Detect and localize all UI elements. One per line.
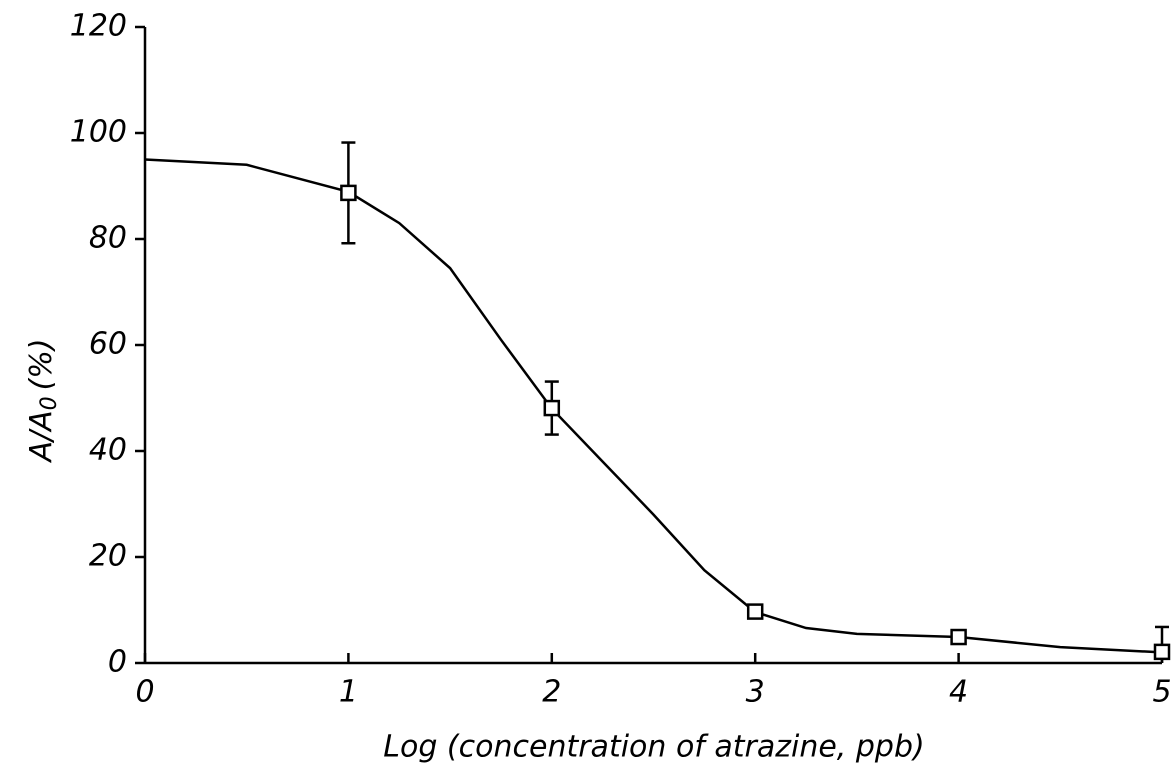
y-tick-label: 60	[89, 327, 127, 362]
x-tick-label: 0	[135, 675, 154, 710]
fit-curve	[144, 158, 1163, 654]
plot-area	[144, 141, 1171, 663]
x-tick-label: 4	[949, 675, 968, 710]
y-label-text: A/A	[24, 410, 59, 463]
data-point	[1153, 643, 1171, 661]
x-tick-label: 2	[542, 675, 561, 710]
x-tick-label: 5	[1152, 675, 1171, 710]
x-axis-label: Log (concentration of atrazine, ppb)	[383, 730, 924, 765]
y-label-suffix: (%)	[24, 338, 59, 390]
y-tick-label: 20	[89, 539, 127, 574]
data-point	[340, 184, 357, 202]
y-label-subscript: 0	[37, 396, 62, 410]
data-point	[746, 603, 764, 620]
y-tick-label: 120	[70, 9, 127, 44]
y-tick-label: 0	[108, 645, 127, 680]
x-tick-label: 3	[746, 675, 765, 710]
y-tick-label: 40	[89, 433, 127, 468]
x-tick-label: 1	[339, 675, 358, 710]
y-axis-label: A/A0 (%)	[24, 338, 63, 463]
y-tick-label: 100	[70, 115, 127, 150]
data-point	[543, 399, 561, 417]
y-tick-label: 80	[89, 221, 127, 256]
data-point	[950, 628, 967, 646]
